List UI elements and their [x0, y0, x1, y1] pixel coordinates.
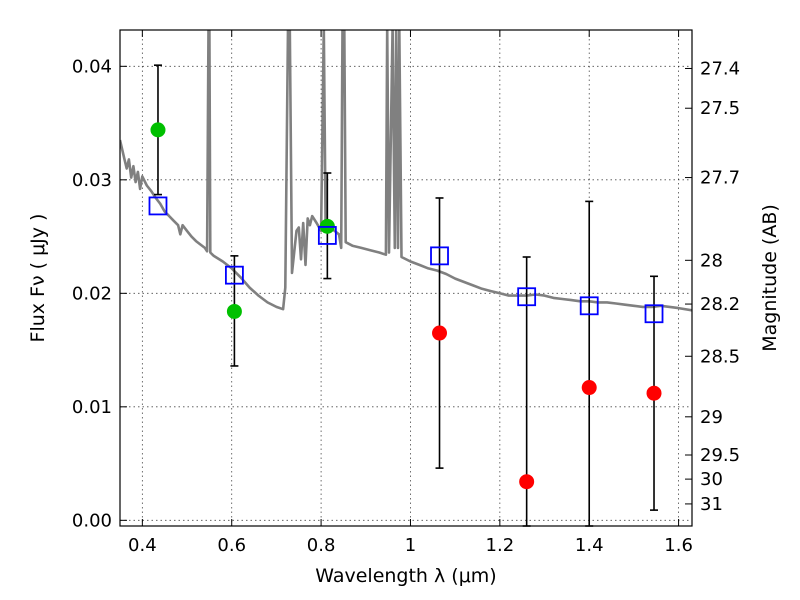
y-tick-label: 0.04	[72, 56, 112, 77]
magnitude-axis-label: Magnitude (AB)	[759, 204, 781, 352]
magnitude-tick-label: 29.5	[700, 445, 740, 466]
observed-optical-point	[150, 122, 166, 138]
sed-model-line	[120, 30, 692, 312]
x-tick-label: 1	[405, 535, 416, 556]
model-photometry-point	[148, 196, 168, 216]
y-tick-label: 0.00	[72, 510, 112, 531]
sed-model-curve	[120, 30, 692, 312]
observed-nir-point	[519, 474, 535, 490]
model-photometry-point	[644, 304, 664, 324]
data-markers	[148, 122, 664, 490]
y-tick-label: 0.03	[72, 170, 112, 191]
magnitude-tick-label: 31	[700, 494, 723, 515]
observed-optical-point	[226, 303, 242, 319]
model-photometry-point	[224, 265, 244, 285]
plot-frame	[119, 29, 693, 527]
magnitude-tick-label: 29	[700, 407, 723, 428]
model-photometry-point	[430, 246, 449, 266]
observed-nir-point	[432, 325, 448, 341]
y-axis-label: Flux Fν ( μJy )	[27, 214, 49, 343]
x-axis-label: Wavelength λ (μm)	[315, 565, 496, 587]
x-tick-label: 0.8	[307, 535, 336, 556]
observed-nir-point	[646, 385, 662, 401]
model-photometry-point	[317, 226, 337, 245]
magnitude-tick-label: 28	[700, 250, 723, 271]
x-tick-label: 1.2	[486, 535, 515, 556]
magnitude-tick-label: 28.2	[700, 294, 740, 315]
y-axis-ticks: 0.00 0.01 0.02 0.03 0.04	[72, 56, 127, 531]
model-photometry-point	[517, 287, 537, 307]
y-tick-label: 0.01	[72, 397, 112, 418]
x-tick-label: 1.4	[575, 535, 604, 556]
y-tick-label: 0.02	[72, 283, 112, 304]
magnitude-axis-ticks: 27.4 27.5 27.7 28 28.2 28.5 29 29.5 30 31	[685, 58, 740, 515]
magnitude-tick-label: 30	[700, 469, 723, 490]
model-photometry-point	[579, 296, 599, 316]
x-axis-ticks: 0.4 0.6 0.8 1 1.2 1.4 1.6	[128, 30, 693, 556]
magnitude-tick-label: 27.7	[700, 168, 740, 189]
magnitude-tick-label: 27.5	[700, 98, 740, 119]
magnitude-tick-label: 27.4	[700, 58, 740, 79]
x-tick-label: 1.6	[664, 535, 693, 556]
magnitude-tick-label: 28.5	[700, 346, 740, 367]
error-bars	[153, 64, 659, 527]
observed-nir-point	[581, 380, 597, 396]
x-tick-label: 0.4	[128, 535, 157, 556]
x-tick-label: 0.6	[217, 535, 246, 556]
grid-lines	[120, 30, 692, 526]
